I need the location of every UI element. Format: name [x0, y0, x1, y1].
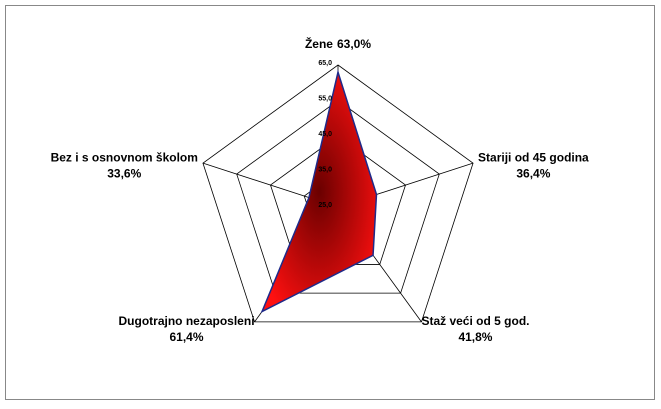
- y-tick-label: 45,0: [318, 131, 332, 138]
- category-label: Žene 63,0%: [305, 36, 371, 51]
- category-label: Staž veći od 5 god.: [421, 314, 529, 328]
- y-tick-label: 55,0: [318, 95, 332, 102]
- category-label: Stariji od 45 godina: [478, 150, 589, 164]
- value-label: 61,4%: [170, 330, 204, 344]
- grid-ring: [236, 100, 440, 294]
- y-tick-label: 65,0: [318, 60, 332, 67]
- radar-area: [260, 69, 378, 314]
- value-label: 33,6%: [107, 166, 141, 180]
- category-label: Bez i s osnovnom školom: [51, 150, 198, 164]
- value-label: 36,4%: [516, 166, 550, 180]
- value-label: 63,0%: [337, 37, 371, 51]
- grid-ring: [202, 64, 474, 323]
- y-tick-label: 35,0: [318, 166, 332, 173]
- value-label: 41,8%: [458, 330, 492, 344]
- y-tick-label: 25,0: [318, 202, 332, 209]
- category-label: Dugotrajno nezaposleni: [119, 314, 255, 328]
- category-name: Žene: [305, 36, 333, 51]
